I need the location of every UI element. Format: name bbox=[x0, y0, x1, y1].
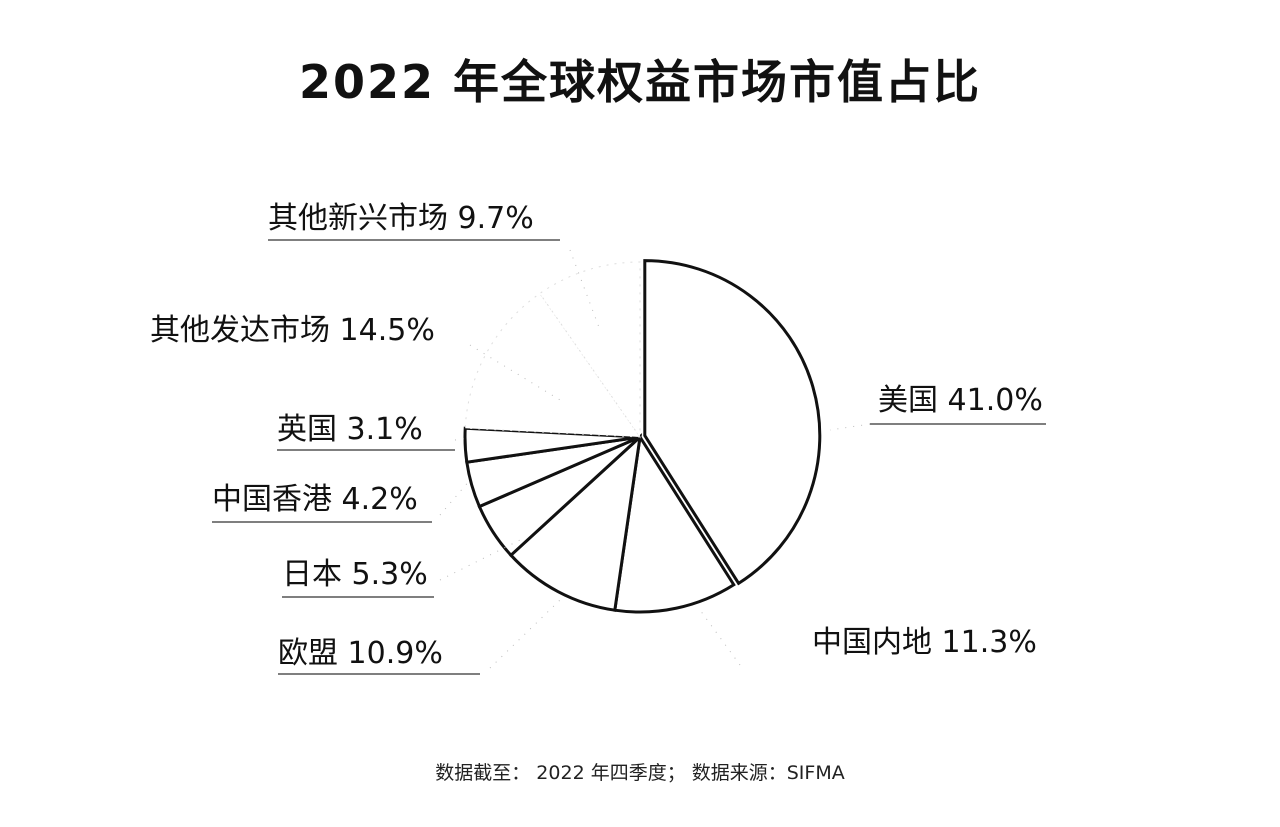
slice-label-7: 其他发达市场 14.5% bbox=[150, 313, 435, 348]
pie-slice-6 bbox=[463, 426, 641, 464]
label-leader-lines bbox=[439, 249, 871, 669]
leader-line-1 bbox=[829, 423, 871, 431]
pie-slice-7 bbox=[464, 292, 641, 438]
slice-label-6: 英国 3.1% bbox=[277, 412, 423, 447]
chart-title: 2022 年全球权益市场市值占比 bbox=[298, 55, 982, 109]
slice-label-5: 中国香港 4.2% bbox=[212, 482, 418, 517]
slice-label-8: 其他新兴市场 9.7% bbox=[268, 201, 534, 236]
slice-label-2: 中国内地 11.3% bbox=[812, 625, 1037, 660]
slice-label-4: 日本 5.3% bbox=[282, 557, 428, 592]
leader-line-3 bbox=[489, 599, 561, 669]
leader-line-5 bbox=[439, 479, 471, 516]
pie-slice-3 bbox=[508, 433, 643, 612]
source-note: 数据截至： 2022 年四季度； 数据来源：SIFMA bbox=[435, 762, 845, 784]
pie-slice-8 bbox=[539, 261, 641, 439]
slice-label-3: 欧盟 10.9% bbox=[278, 636, 443, 671]
leader-line-2 bbox=[699, 609, 741, 666]
slice-labels: 美国 41.0% 中国内地 11.3% 欧盟 10.9% 日本 5.3% 中国香港 4.… bbox=[150, 201, 1046, 675]
pie-slice-1 bbox=[643, 259, 822, 586]
pie-slice-2 bbox=[613, 432, 736, 614]
pie-slices bbox=[463, 259, 822, 614]
slice-label-1: 美国 41.0% bbox=[878, 383, 1043, 418]
